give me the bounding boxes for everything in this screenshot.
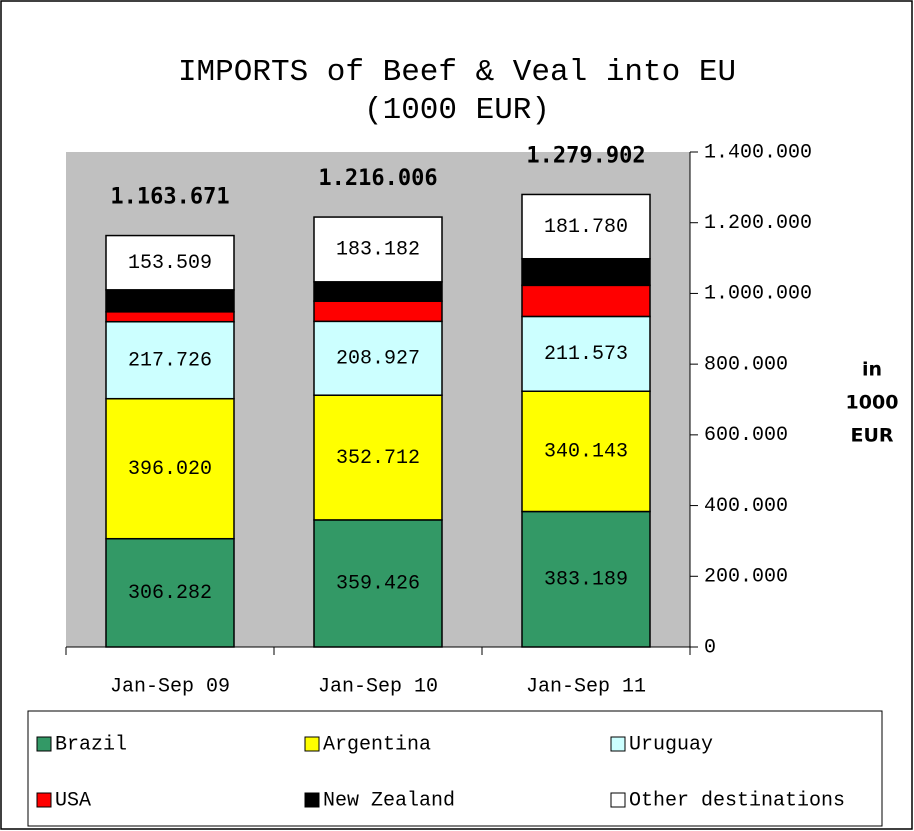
legend-swatch [610, 736, 626, 752]
total-label: 1.279.902 [526, 143, 645, 168]
bar-segment [313, 519, 443, 648]
value-label: 183.182 [336, 239, 420, 262]
legend-label: Argentina [323, 733, 431, 756]
value-label: 352.712 [336, 447, 420, 470]
y-tick-label: 400.000 [704, 495, 788, 518]
bar-segment [105, 397, 235, 540]
chart-subtitle: (1000 EUR) [364, 93, 550, 128]
y-axis-label: 1000 [846, 392, 899, 414]
legend-box [27, 710, 883, 827]
value-label: 181.780 [544, 216, 628, 239]
value-label: 340.143 [544, 441, 628, 464]
value-label: 208.927 [336, 348, 420, 371]
y-axis-label: in [862, 359, 882, 381]
bar-segment [521, 193, 651, 260]
legend-label: Other destinations [629, 789, 845, 812]
total-label: 1.216.006 [318, 166, 437, 191]
legend-swatch [304, 792, 320, 808]
y-tick-label: 1.000.000 [704, 283, 812, 306]
x-tick-label: Jan-Sep 10 [318, 675, 438, 698]
legend-label: New Zealand [323, 789, 455, 812]
x-tick-label: Jan-Sep 11 [526, 675, 646, 698]
legend-label: USA [55, 789, 91, 812]
bar-segment [105, 320, 235, 400]
bar-segment [521, 510, 651, 648]
value-label: 153.509 [128, 252, 212, 275]
legend-swatch [36, 792, 52, 808]
value-label: 217.726 [128, 349, 212, 372]
y-tick-label: 600.000 [704, 424, 788, 447]
total-label: 1.163.671 [110, 185, 229, 210]
bar-segment [105, 537, 235, 648]
y-tick-label: 1.200.000 [704, 212, 812, 235]
y-tick-label: 200.000 [704, 566, 788, 589]
bar-segment [521, 257, 651, 287]
bar-segment [521, 284, 651, 318]
y-axis-label: EUR [850, 425, 893, 447]
bar-segment [105, 234, 235, 291]
bar-segment [105, 311, 235, 323]
bar-segment [313, 281, 443, 302]
bar-segment [521, 315, 651, 393]
value-label: 306.282 [128, 582, 212, 605]
y-tick-label: 1.400.000 [704, 141, 812, 164]
bar-segment [313, 216, 443, 283]
value-label: 359.426 [336, 573, 420, 596]
legend-swatch [610, 792, 626, 808]
legend-swatch [304, 736, 320, 752]
legend-swatch [36, 736, 52, 752]
value-label: 383.189 [544, 569, 628, 592]
y-tick-label: 0 [704, 636, 716, 659]
bar-segment [313, 320, 443, 396]
legend-label: Brazil [55, 733, 127, 756]
bar-segment [105, 289, 235, 313]
chart-title: IMPORTS of Beef & Veal into EU [178, 55, 736, 90]
value-label: 211.573 [544, 343, 628, 366]
legend-label: Uruguay [629, 733, 713, 756]
value-label: 396.020 [128, 458, 212, 481]
x-tick-label: Jan-Sep 09 [110, 675, 230, 698]
y-tick-label: 800.000 [704, 353, 788, 376]
bar-segment [313, 300, 443, 323]
